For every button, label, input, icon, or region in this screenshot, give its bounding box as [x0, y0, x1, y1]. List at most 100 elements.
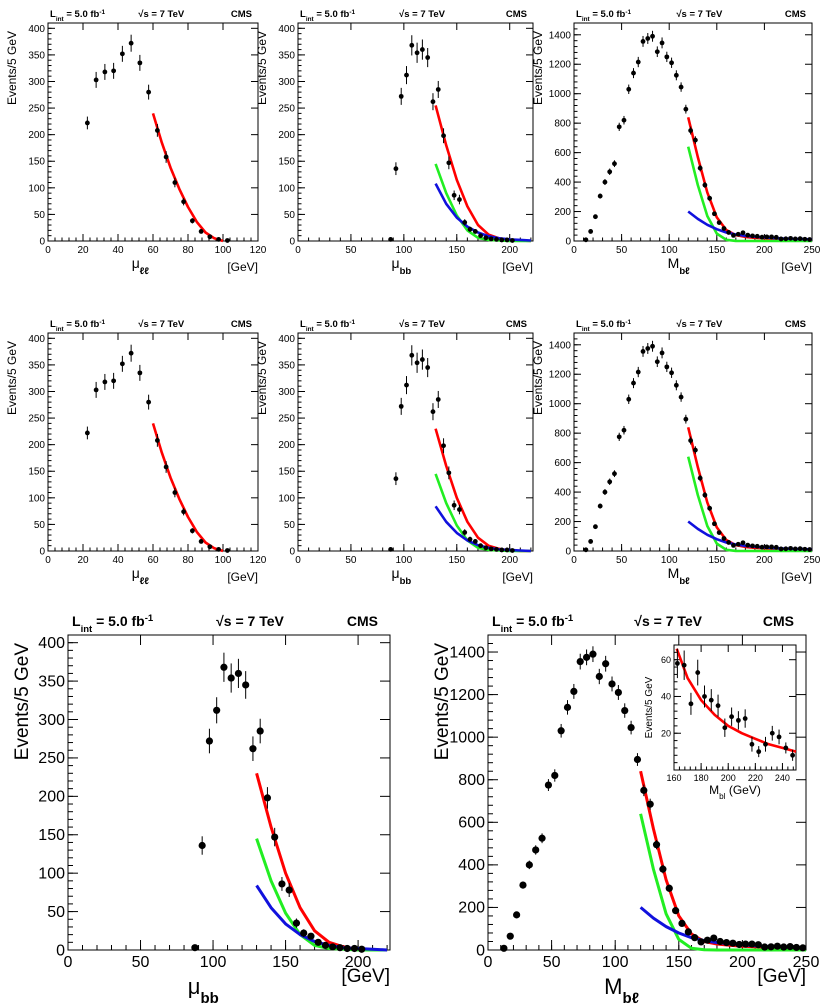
lumi-subscript: int — [56, 326, 65, 333]
y-tick-label: 0 — [565, 237, 571, 248]
data-point — [589, 650, 597, 658]
x-axis-label: μbb — [392, 565, 412, 587]
data-point — [128, 40, 134, 46]
x-tick-label: 80 — [182, 245, 194, 256]
data-point — [769, 234, 774, 240]
x-tick-label: 180 — [694, 773, 709, 783]
x-symbol: μ — [392, 255, 400, 271]
data-point — [213, 706, 221, 714]
data-point — [256, 727, 264, 735]
data-point — [472, 539, 478, 544]
data-point — [673, 382, 679, 388]
x-axis-label: μbb — [392, 255, 412, 277]
green-fit-curve — [434, 163, 531, 243]
data-point — [163, 464, 169, 470]
data-point — [640, 39, 646, 44]
y-tick-label: 600 — [458, 815, 485, 832]
data-point — [414, 50, 420, 56]
data-point — [499, 237, 505, 243]
data-point — [588, 229, 594, 234]
experiment-label: CMS — [231, 319, 252, 330]
x-tick-label: 0 — [64, 954, 73, 971]
data-point — [472, 229, 478, 234]
lumi-symbol: L — [576, 9, 582, 20]
lumi-symbol: L — [492, 613, 501, 629]
data-point — [722, 725, 728, 731]
inset-chart: 160 180 200 220 240 20 40 60 Events/5 GeV Mbl (Ge… — [644, 644, 797, 801]
y-tick-label: 200 — [278, 130, 295, 141]
y-tick-label: 150 — [28, 467, 45, 478]
y-axis-label: Events/5 GeV — [5, 31, 19, 105]
data-point — [398, 403, 404, 409]
x-axis-unit: [GeV] — [227, 570, 258, 584]
y-tick-label: 400 — [554, 488, 571, 499]
data-point — [593, 524, 598, 530]
y-tick-label: 300 — [278, 387, 295, 398]
x-tick-label: 200 — [756, 555, 773, 566]
data-point — [681, 662, 687, 668]
data-point — [525, 861, 533, 869]
x-tick-label: 220 — [748, 773, 763, 783]
data-point — [729, 939, 737, 947]
y-tick-label: 400 — [28, 334, 45, 345]
data-point — [409, 42, 415, 48]
blue-fit-curve — [434, 182, 531, 242]
y-tick-label: 100 — [38, 865, 65, 882]
y-tick-label: 0 — [476, 942, 485, 959]
data-point — [645, 36, 651, 41]
data-point — [457, 197, 462, 202]
y-tick-label: 150 — [278, 467, 295, 478]
plot-frame — [47, 22, 259, 242]
data-point — [749, 741, 755, 747]
data-point — [205, 737, 214, 745]
x-tick-label: 0 — [484, 954, 493, 971]
data-point — [467, 536, 473, 542]
data-point — [664, 364, 670, 370]
lumi-value: = 5.0 fb — [512, 613, 565, 629]
x-tick-label: 250 — [804, 555, 821, 566]
chart-p3: 0 50 100 150 200 250 0 200 400 600 800 1000 1200 1400… — [531, 9, 821, 277]
x-tick-label: 100 — [396, 555, 413, 566]
data-point — [500, 944, 508, 952]
data-point — [216, 237, 222, 242]
luminosity-label: Lint = 5.0 fb-1 — [492, 613, 574, 635]
data-point — [697, 475, 703, 481]
lumi-subscript: int — [306, 16, 315, 23]
inset-x-subscript: bl — [719, 792, 726, 801]
x-axis-label: μbb — [188, 974, 219, 1005]
data-point — [93, 77, 99, 83]
data-point — [783, 745, 789, 751]
x-tick-label: 0 — [295, 245, 301, 256]
x-tick-label: 20 — [77, 555, 89, 566]
data-point — [665, 884, 673, 892]
data-point — [154, 128, 160, 133]
data-point — [633, 755, 642, 764]
data-point — [652, 841, 661, 849]
lumi-subscript: int — [582, 326, 591, 333]
data-point — [314, 938, 322, 946]
plot-frame — [573, 332, 813, 552]
data-point — [451, 192, 457, 198]
y-tick-label: 200 — [554, 517, 571, 528]
x-tick-label: 20 — [77, 245, 89, 256]
data-point — [684, 928, 692, 936]
y-tick-label: 350 — [278, 50, 295, 61]
x-subscript: ℓℓ — [140, 266, 150, 277]
y-tick-label: 50 — [284, 520, 296, 531]
data-point — [797, 546, 803, 552]
data-point — [119, 51, 125, 57]
x-subscript: bℓ — [622, 990, 638, 1005]
data-point — [509, 548, 515, 553]
y-tick-label: 800 — [554, 429, 571, 440]
data-point — [702, 182, 708, 188]
data-point — [488, 546, 494, 552]
data-point — [137, 60, 143, 66]
luminosity-label: Lint = 5.0 fb-1 — [72, 613, 154, 635]
blue-fit-curve — [255, 884, 388, 952]
data-point — [583, 237, 589, 243]
y-tick-label: 0 — [39, 547, 45, 558]
data-point — [451, 502, 457, 508]
data-point — [659, 350, 665, 356]
x-tick-label: 0 — [571, 245, 577, 256]
x-tick-label: 150 — [708, 555, 725, 566]
